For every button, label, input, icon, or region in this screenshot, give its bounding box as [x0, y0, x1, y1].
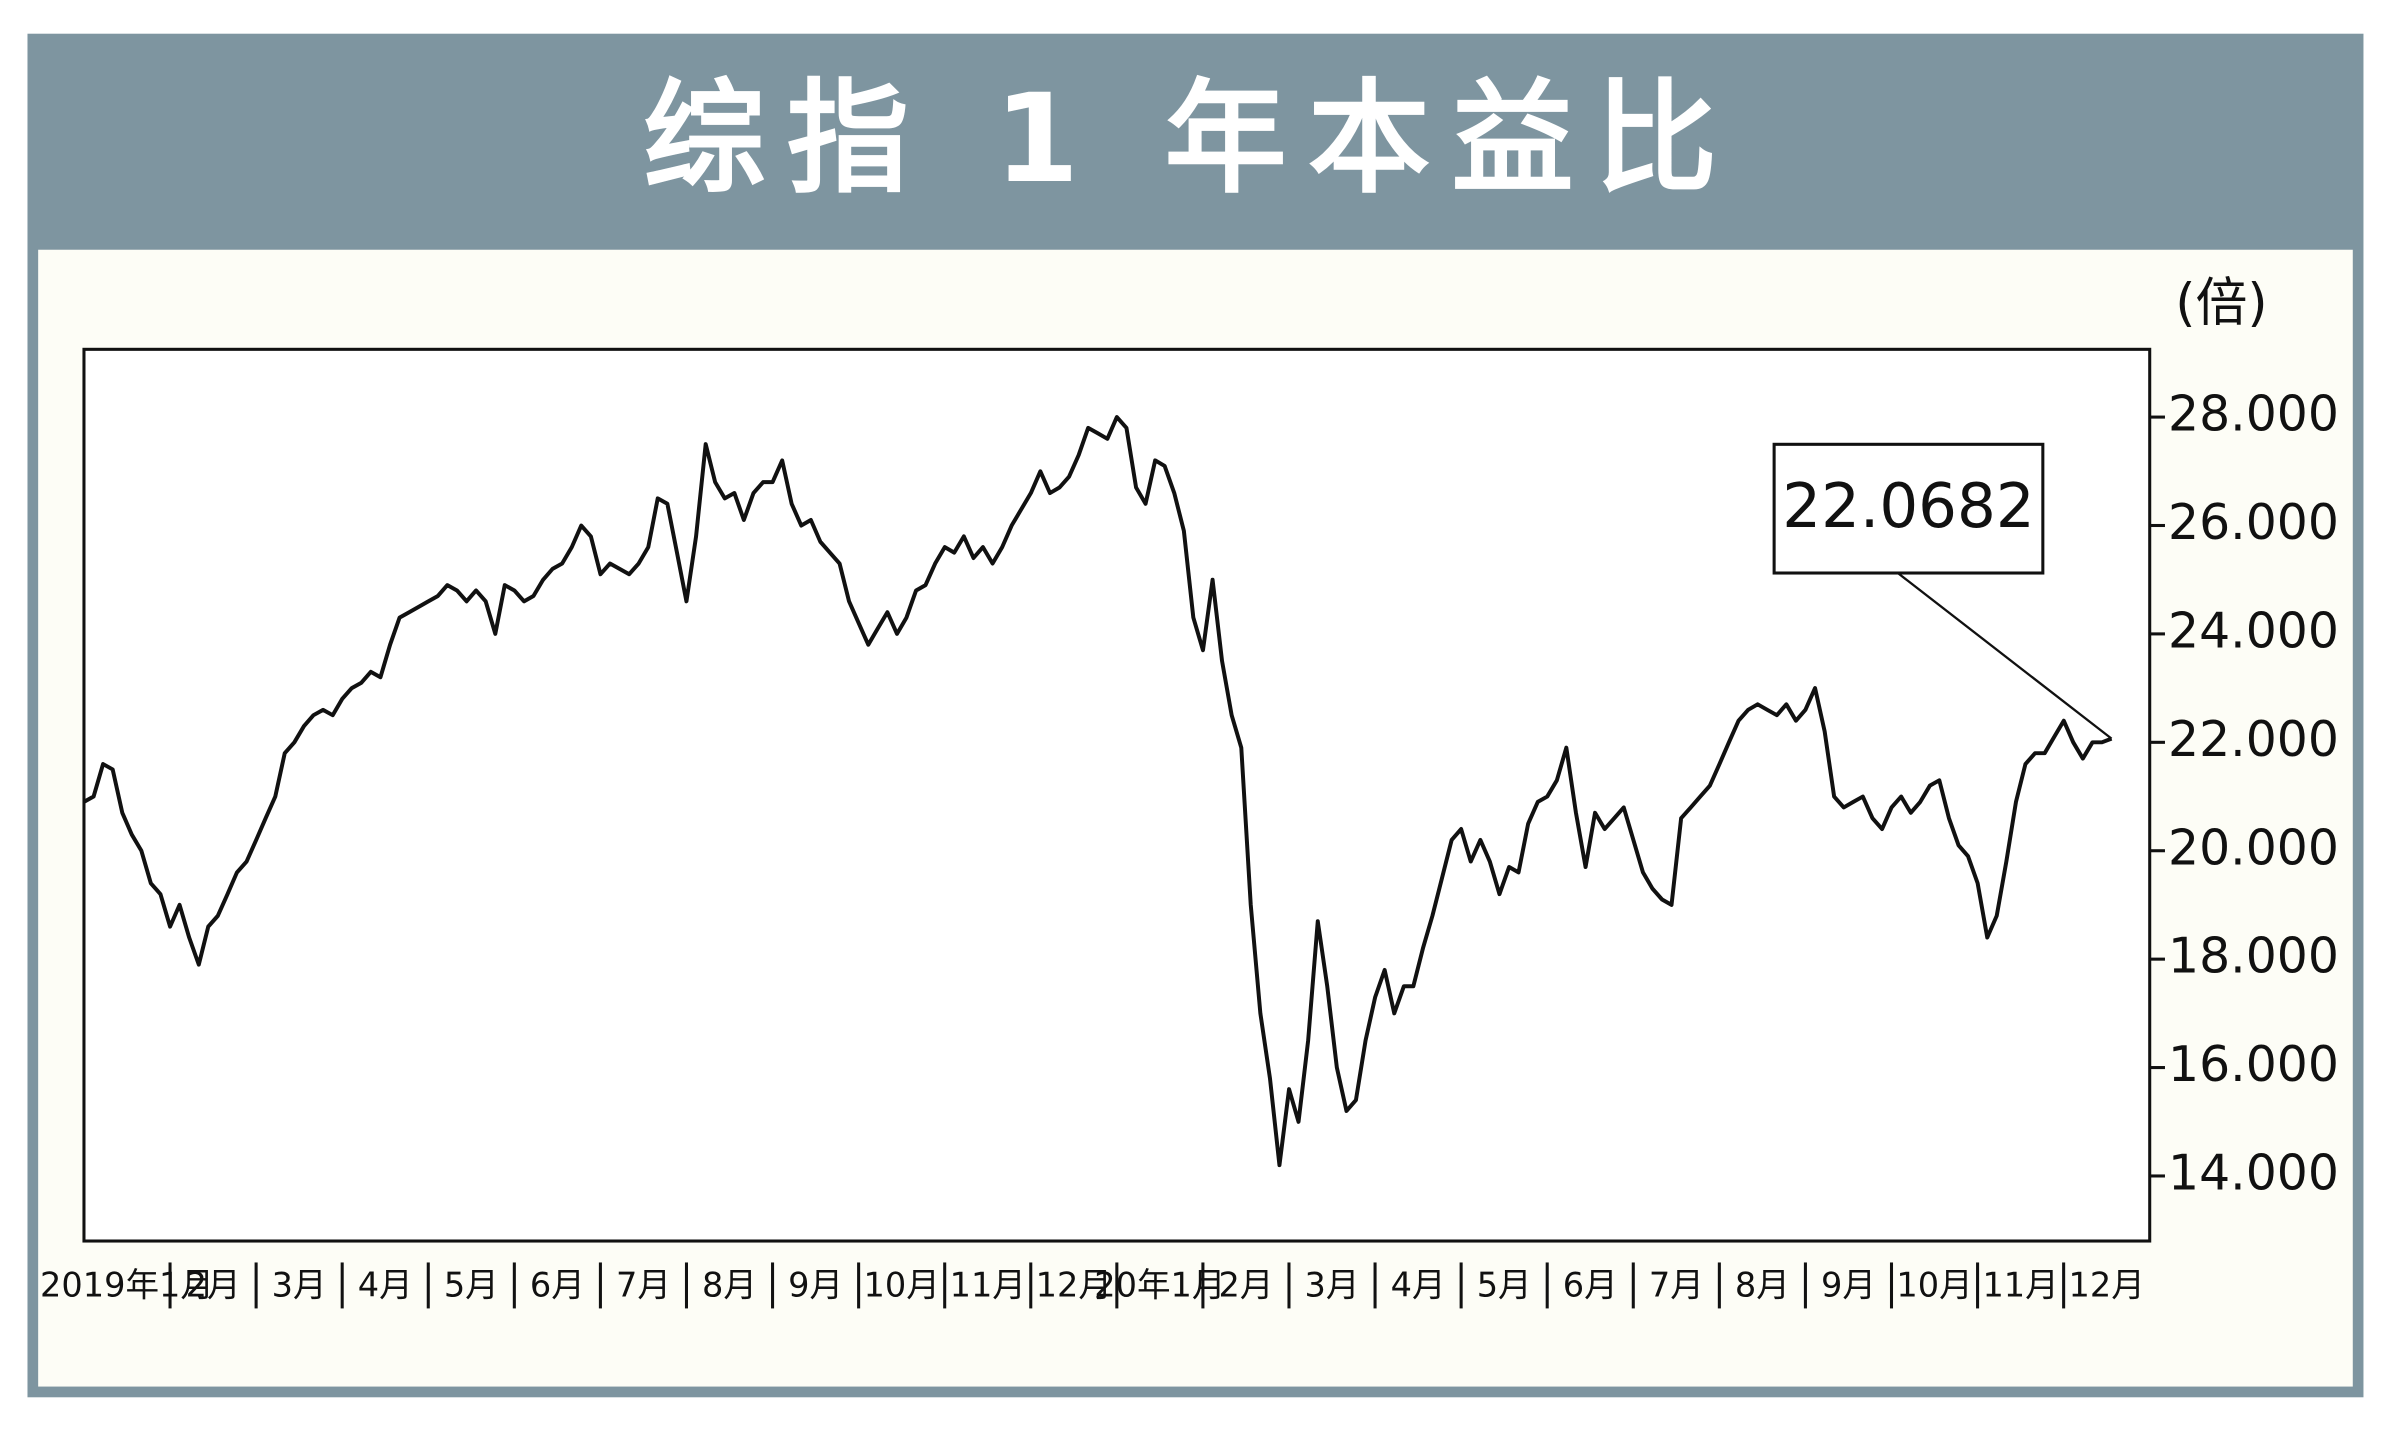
x-tick-label: 7月: [616, 1265, 671, 1304]
x-tick-label: 20年1月: [1094, 1265, 1225, 1304]
x-tick-label: 3月: [272, 1265, 327, 1304]
x-tick-label: 3月: [1305, 1265, 1360, 1304]
x-tick-label: 11月: [950, 1265, 1026, 1304]
x-tick-label: 9月: [1821, 1265, 1876, 1304]
x-tick-label: 4月: [358, 1265, 413, 1304]
x-tick-label: 2月: [1218, 1265, 1273, 1304]
x-tick-label: 4月: [1391, 1265, 1446, 1304]
x-tick-label: 7月: [1649, 1265, 1704, 1304]
x-tick-label: 12月: [2069, 1265, 2145, 1304]
y-tick-label: 20.000: [2168, 819, 2339, 876]
y-tick-label: 14.000: [2168, 1144, 2339, 1201]
x-tick-label: 2019年1月: [40, 1265, 214, 1304]
x-tick-label: 8月: [702, 1265, 757, 1304]
x-tick-label: 8月: [1735, 1265, 1790, 1304]
y-tick-label: 26.000: [2168, 494, 2339, 551]
line-series: [83, 415, 2113, 1168]
chart-title: 综指 1 年本益比: [643, 67, 1738, 210]
annotation-box: [1772, 442, 2045, 575]
y-tick-label: 18.000: [2168, 928, 2339, 985]
x-tick-label: 9月: [788, 1265, 843, 1304]
y-tick-label: 24.000: [2168, 602, 2339, 659]
x-tick-label: 5月: [1477, 1265, 1532, 1304]
x-tick-label: 10月: [1896, 1265, 1972, 1304]
x-tick-label: 10月: [864, 1265, 940, 1304]
x-tick-label: 6月: [1563, 1265, 1618, 1304]
x-tick-label: 12月: [1036, 1265, 1112, 1304]
y-unit: (倍): [2175, 273, 2267, 333]
x-tick-label: 6月: [530, 1265, 585, 1304]
y-tick-label: 22.000: [2168, 711, 2339, 768]
x-tick-label: 2月: [186, 1265, 241, 1304]
x-tick-label: 5月: [444, 1265, 499, 1304]
annotation-label: 22.0682: [1782, 471, 2034, 542]
y-tick-label: 16.000: [2168, 1036, 2339, 1093]
annotation-leader: [1897, 572, 2113, 740]
x-tick-label: 11月: [1982, 1265, 2058, 1304]
y-tick-label: 28.000: [2168, 386, 2339, 443]
